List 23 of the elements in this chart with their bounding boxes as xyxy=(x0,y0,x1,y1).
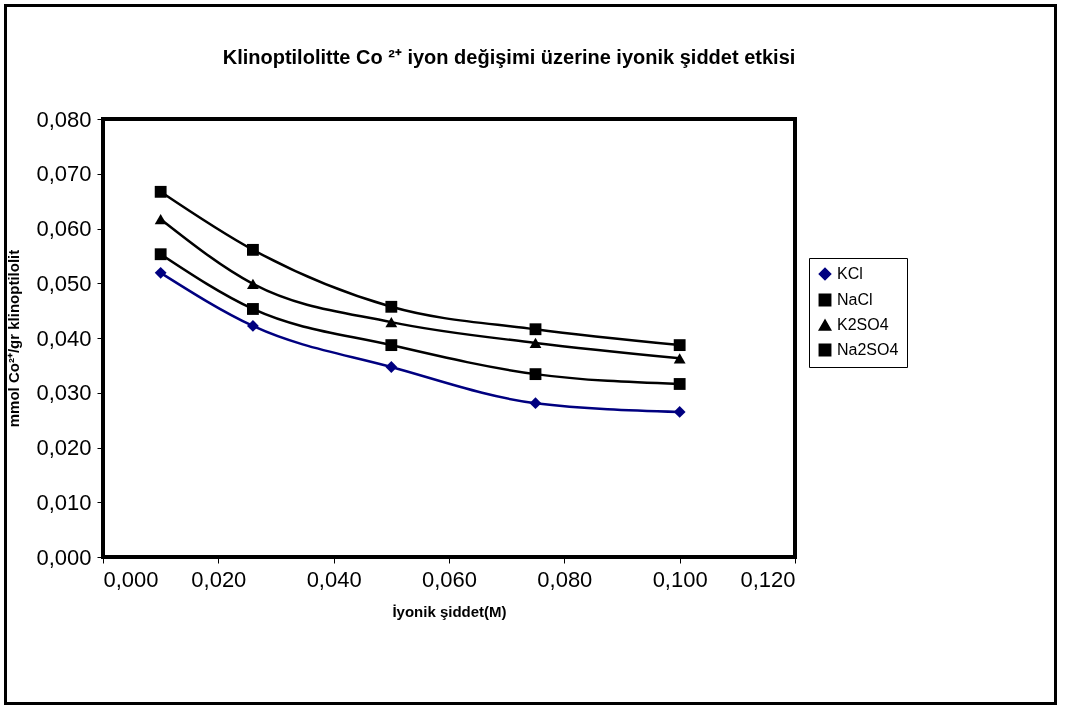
x-tick-label: 0,000 xyxy=(103,566,159,592)
y-tick-label: 0,000 xyxy=(36,544,92,570)
y-tick-label: 0,040 xyxy=(36,325,92,351)
y-tick-label: 0,020 xyxy=(36,435,92,460)
y-axis-title: mmol Co²⁺/gr klinoptilolit xyxy=(5,249,23,428)
y-tick-label: 0,050 xyxy=(36,270,92,296)
legend-label: KCl xyxy=(837,265,863,282)
y-tick-label: 0,060 xyxy=(36,216,92,241)
x-tick-label: 0,020 xyxy=(191,566,247,592)
x-tick-label: 0,040 xyxy=(306,566,362,592)
x-tick-label: 0,060 xyxy=(421,566,478,592)
legend-label: NaCl xyxy=(837,291,873,308)
legend-label: K2SO4 xyxy=(837,316,889,333)
chart-title: Klinoptilolitte Co ²⁺ iyon değişimi üzerine iyonik şiddet etkisi xyxy=(222,46,796,68)
y-tick-label: 0,030 xyxy=(36,380,92,406)
y-tick-label: 0,080 xyxy=(36,106,92,132)
x-tick-label: 0,080 xyxy=(537,566,593,592)
y-tick-label: 0,010 xyxy=(36,489,92,515)
x-axis-title: İyonik şiddet(M) xyxy=(392,602,507,620)
legend-label: Na2SO4 xyxy=(837,341,899,358)
x-tick-label: 0,100 xyxy=(652,566,708,592)
y-tick-label: 0,070 xyxy=(36,161,92,187)
x-tick-label: 0,120 xyxy=(740,566,796,592)
